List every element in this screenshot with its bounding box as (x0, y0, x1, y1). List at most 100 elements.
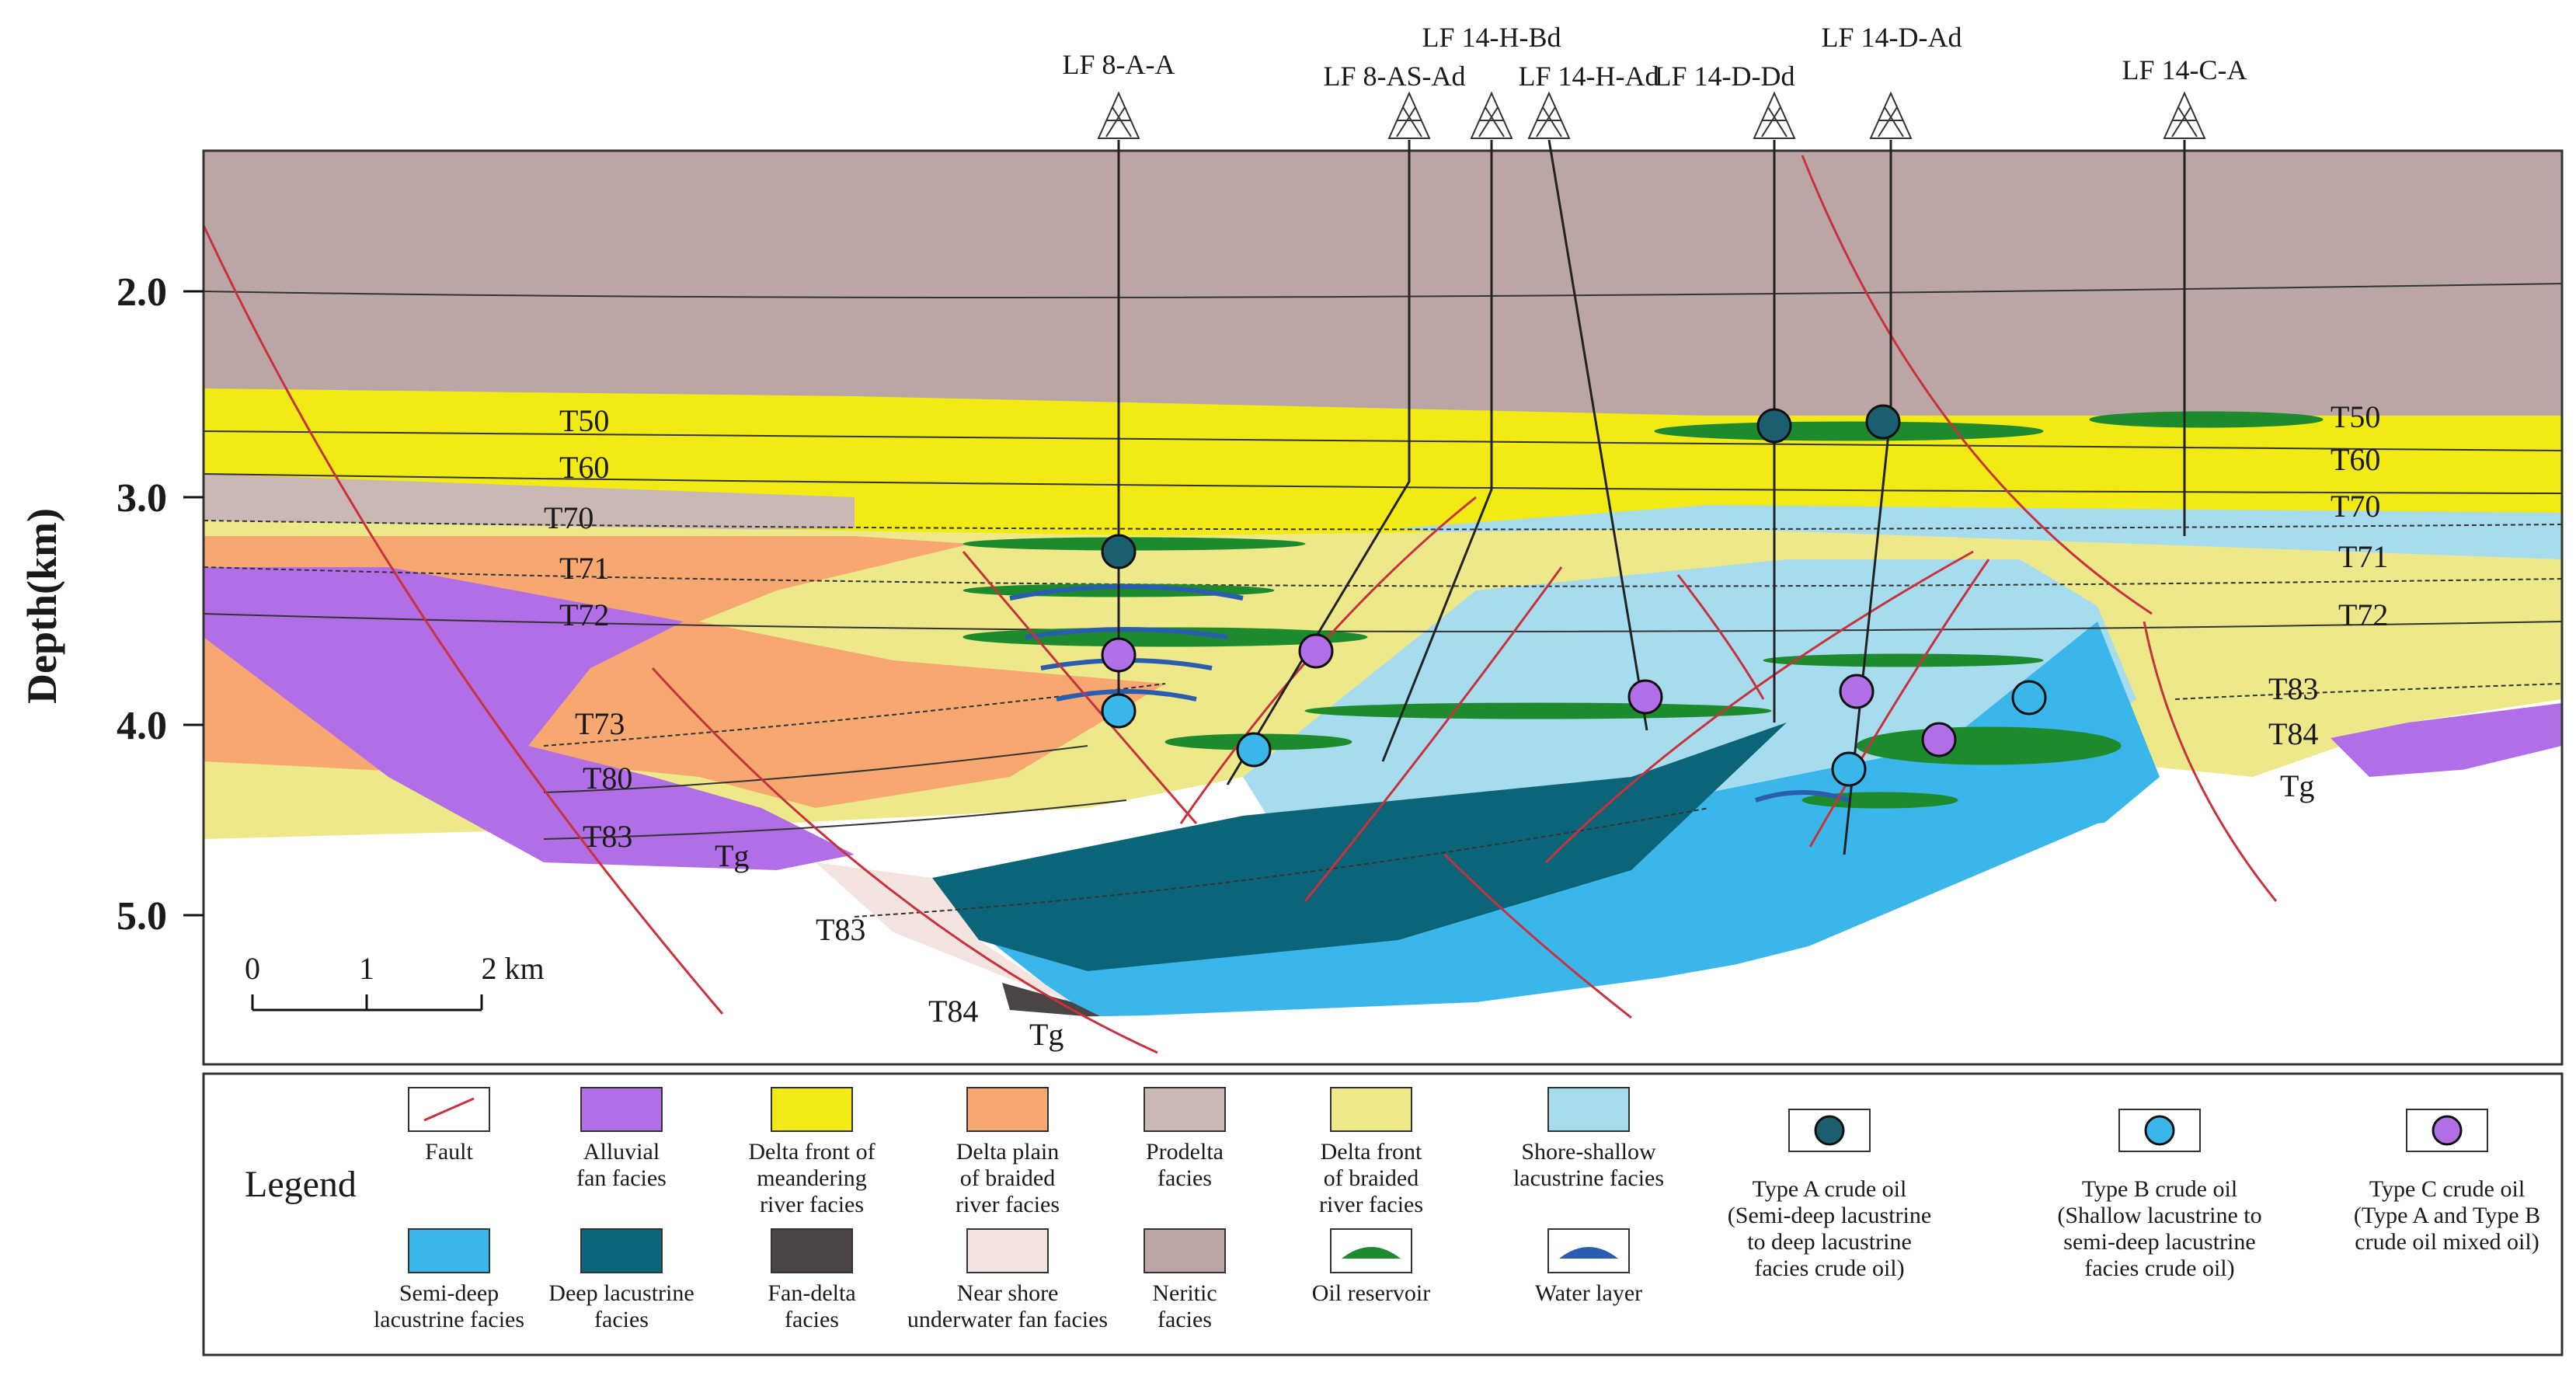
legend-label: Delta front of braided river facies (1319, 1139, 1423, 1217)
legend-title: Legend (245, 1164, 357, 1205)
legend-swatch (1330, 1087, 1412, 1132)
derrick-icon (1869, 91, 1913, 139)
derrick-icon (1097, 91, 1140, 139)
faults (202, 155, 2278, 1054)
legend-item-alluvial: Alluvial fan facies (576, 1087, 667, 1191)
legend-label: Fan-delta facies (768, 1280, 855, 1332)
well-w1: LF 8-A-A (1063, 49, 1175, 699)
oil-lens (1654, 421, 2044, 441)
legend-swatch (771, 1228, 853, 1273)
well-name-label: LF 14-C-A (2122, 54, 2247, 85)
legend-swatch (1547, 1087, 1630, 1132)
oil-reservoir-icon (1342, 1247, 1401, 1259)
legend-item-braided-front: Delta front of braided river facies (1319, 1087, 1423, 1217)
scale-label-0: 0 (245, 951, 260, 986)
crude-oil-markers (1101, 404, 2047, 787)
legend-swatch (1144, 1087, 1226, 1132)
legend-item-neritic: Neritic facies (1144, 1228, 1226, 1332)
derrick-icon (1387, 91, 1431, 139)
derrick-icon (2163, 91, 2206, 139)
derrick-icon (1527, 91, 1571, 139)
legend-label: Fault (425, 1139, 473, 1165)
horizon-label-left: Tg (715, 838, 749, 873)
crude-oil-type-b-marker (1236, 732, 1272, 768)
scale-bar (251, 994, 483, 1012)
legend-swatch (771, 1087, 853, 1132)
well-w3: LF 14-H-Bd (1381, 22, 1561, 762)
legend-label: Prodelta facies (1146, 1139, 1224, 1191)
legend-item-water-layer: Water layer (1535, 1228, 1642, 1306)
water-layer-icon (1559, 1247, 1618, 1259)
facies-layers (204, 151, 2562, 1064)
neritic-facies-zone (204, 151, 2562, 430)
horizon-label-left: T60 (559, 450, 609, 485)
legend-swatch (580, 1087, 663, 1132)
horizon-label-left: T83 (583, 819, 632, 854)
horizon-label-left: T50 (559, 403, 609, 438)
crude-oil-type-a-marker (1865, 404, 1901, 440)
legend-label: Type A crude oil (Semi-deep lacustrine to … (1728, 1176, 1931, 1281)
crude-oil-type-c-marker (1101, 637, 1137, 673)
legend-label: Shore-shallow lacustrine facies (1513, 1139, 1664, 1191)
well-name-label: LF 14-D-Ad (1822, 22, 1962, 53)
crude-oil-type-c-marker (1839, 674, 1875, 709)
horizon-label-right: T70 (2331, 489, 2380, 524)
horizon-label-bottom: T83 (816, 912, 865, 947)
section-frame (202, 149, 2564, 1066)
y-axis-tick-label: 2.0 (117, 270, 167, 315)
well-w7: LF 14-C-A (2122, 54, 2247, 536)
oil-lens (1304, 702, 1772, 719)
crude-oil-type-c-marker (1627, 679, 1663, 715)
well-name-label: LF 8-AS-Ad (1323, 61, 1465, 92)
well-name-label: LF 14-H-Ad (1519, 61, 1659, 92)
crude-oil-type-c-marker (1298, 633, 1334, 669)
legend-item-prodelta: Prodelta facies (1144, 1087, 1226, 1191)
legend-label: Water layer (1535, 1280, 1642, 1306)
crude-oil-type-b-marker (1101, 693, 1137, 729)
horizon-label-left: T71 (559, 551, 609, 586)
derrick-icon (1470, 91, 1513, 139)
y-axis-label: Depth(km) (19, 508, 65, 704)
y-axis: Depth(km) 2.0 3.0 4.0 5.0 (19, 270, 204, 938)
legend-item-fault: Fault (408, 1087, 490, 1165)
legend-label: Type B crude oil (Shallow lacustrine to se… (2057, 1176, 2261, 1281)
horizon-label-right: T83 (2268, 671, 2318, 706)
legend-item-type-b: Type B crude oil (Shallow lacustrine to se… (2057, 1109, 2262, 1281)
horizon-labels: T50 T60 T70 T71 T72 T73 T80 T83 Tg T83 T84 Tg T50 T60… (544, 399, 2388, 1052)
legend-swatch (408, 1228, 490, 1273)
crude-oil-type-c-marker (1921, 722, 1957, 757)
horizon-label-right: T71 (2338, 539, 2388, 574)
well-name-label: LF 8-A-A (1063, 49, 1175, 80)
crude-oil-type-b-marker (2011, 680, 2047, 716)
basement-blank-area (204, 746, 2562, 1064)
legend-label: Deep lacustrine facies (548, 1280, 694, 1332)
crude-oil-type-a-marker (1101, 534, 1137, 569)
legend-label: Oil reservoir (1312, 1280, 1430, 1306)
legend-item-meander-front: Delta front of meandering river facies (748, 1087, 875, 1217)
y-axis-tick-label: 5.0 (117, 894, 167, 938)
well-w4: LF 14-H-Ad (1519, 61, 1659, 731)
legend-label: Semi-deep lacustrine facies (374, 1280, 524, 1332)
y-axis-tick-label: 3.0 (117, 476, 167, 521)
legend-label: Neritic facies (1152, 1280, 1217, 1332)
prodelta-zone (204, 474, 855, 536)
crude-oil-marker-icon (2144, 1115, 2175, 1146)
horizon-label-right: T60 (2331, 442, 2380, 477)
well-name-label: LF 14-D-Dd (1655, 61, 1795, 92)
crude-oil-type-a-marker (1756, 408, 1792, 444)
well-name-label: LF 14-H-Bd (1422, 22, 1561, 53)
oil-lens (1763, 653, 2044, 667)
horizon-label-right: T84 (2268, 716, 2318, 751)
y-axis-tick-label: 4.0 (117, 704, 167, 748)
legend-swatch (966, 1228, 1049, 1273)
horizon-label-left: T73 (575, 706, 625, 741)
legend-item-shore-shallow: Shore-shallow lacustrine facies (1513, 1087, 1664, 1191)
legend-item-oil-reservoir: Oil reservoir (1312, 1228, 1430, 1306)
horizon-label-right: T72 (2338, 597, 2388, 632)
well-trajectory (1381, 140, 1493, 762)
legend-item-type-a: Type A crude oil (Semi-deep lacustrine to … (1728, 1109, 1931, 1281)
